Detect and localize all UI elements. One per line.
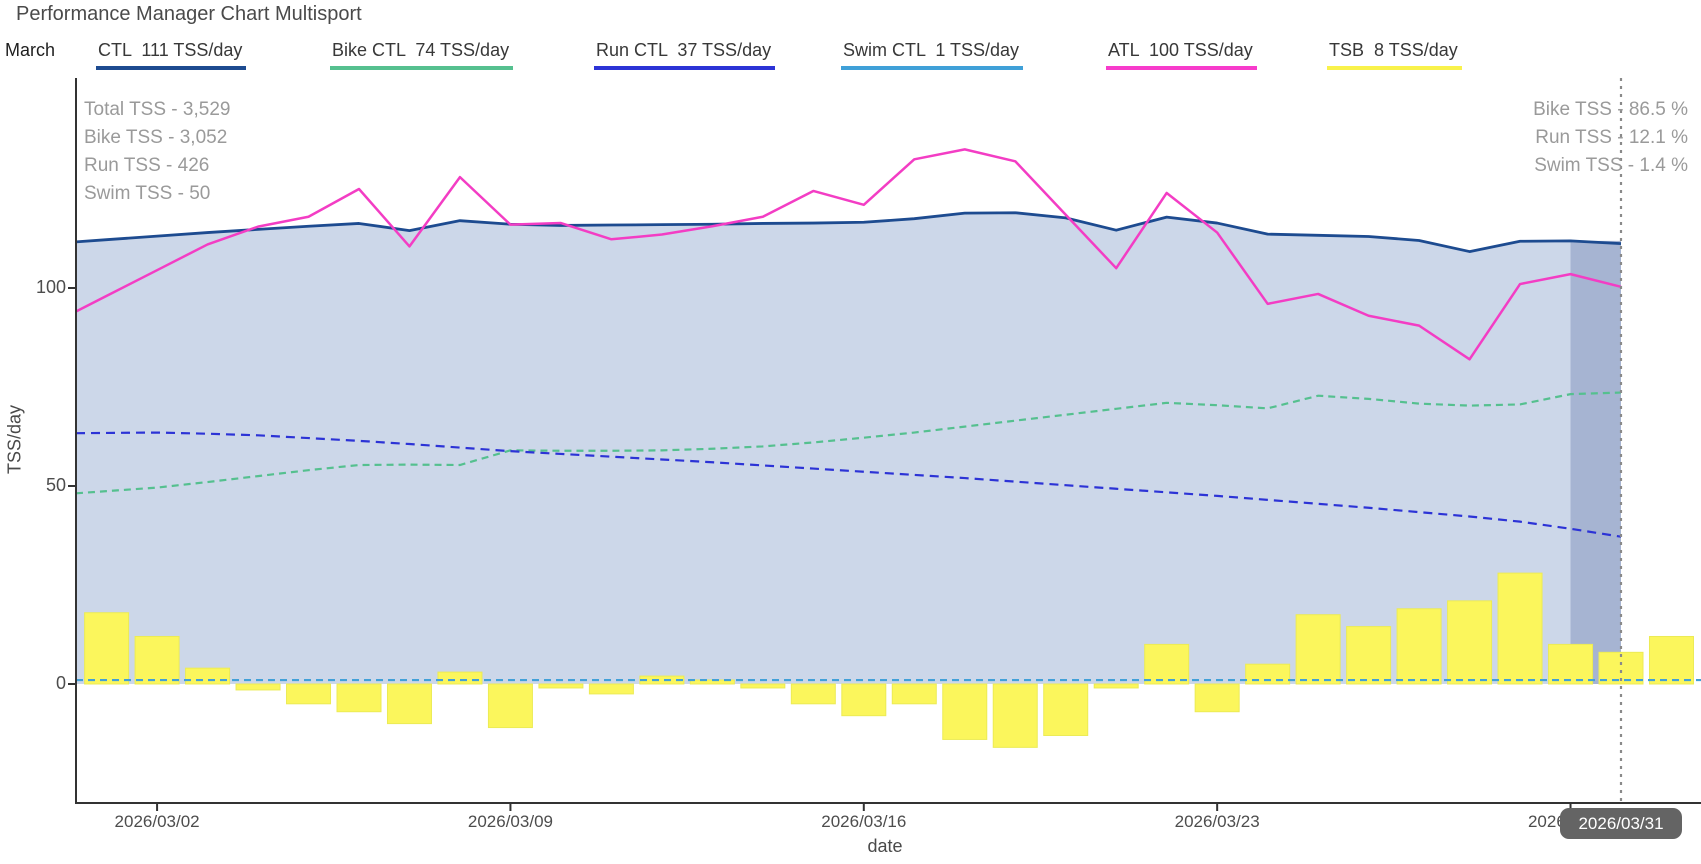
tsb-bar[interactable]	[639, 675, 685, 685]
tsb-bar[interactable]	[1194, 683, 1240, 713]
tsb-bar[interactable]	[538, 683, 584, 689]
tsb-bar[interactable]	[1648, 635, 1694, 685]
tsb-bar[interactable]	[891, 683, 937, 705]
axis-lines	[75, 78, 1701, 804]
ctl-line	[75, 211, 1622, 253]
tsb-bar[interactable]	[942, 683, 988, 740]
run-ctl-line	[75, 431, 1622, 538]
tsb-bar[interactable]	[185, 667, 231, 685]
atl-line	[75, 148, 1622, 361]
bike-ctl-line	[75, 391, 1622, 495]
ctl-area	[76, 212, 1621, 684]
tsb-bar[interactable]	[134, 635, 180, 685]
tsb-bar[interactable]	[1497, 572, 1543, 685]
tsb-bar[interactable]	[235, 683, 281, 691]
tsb-bar[interactable]	[286, 683, 332, 705]
tsb-bar[interactable]	[1346, 626, 1392, 685]
tsb-bar[interactable]	[740, 683, 786, 689]
tsb-bar[interactable]	[1447, 600, 1493, 685]
tsb-bar[interactable]	[1396, 608, 1442, 685]
tsb-bar[interactable]	[386, 683, 432, 725]
tsb-bar[interactable]	[1548, 643, 1594, 685]
tsb-bar[interactable]	[1295, 614, 1341, 685]
tsb-bar[interactable]	[588, 683, 634, 695]
tsb-bar[interactable]	[992, 683, 1038, 748]
tsb-bar[interactable]	[1093, 683, 1139, 689]
selected-day-band[interactable]	[1570, 240, 1621, 684]
tsb-bar[interactable]	[84, 612, 130, 685]
tsb-bar[interactable]	[1144, 643, 1190, 685]
tsb-bar[interactable]	[1043, 683, 1089, 736]
tsb-bar[interactable]	[790, 683, 836, 705]
tsb-bar[interactable]	[336, 683, 382, 713]
tsb-bar[interactable]	[487, 683, 533, 729]
tsb-bar[interactable]	[437, 671, 483, 685]
tsb-bar[interactable]	[841, 683, 887, 717]
